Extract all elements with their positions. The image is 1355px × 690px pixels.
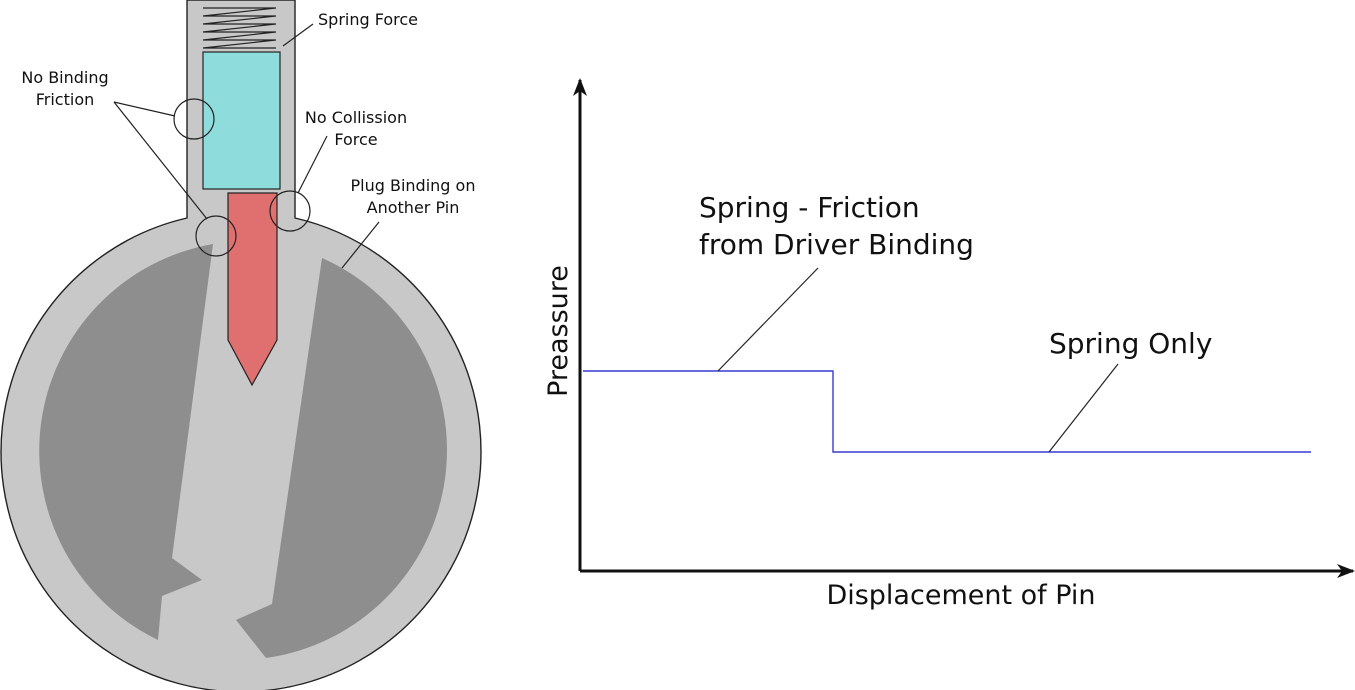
plug-binding-label-line2: Another Pin <box>367 198 460 217</box>
pressure-step-line <box>583 370 1311 453</box>
no-binding-label-line1: No Binding <box>21 68 108 87</box>
annotation-2-label: Spring Only <box>1049 327 1212 360</box>
no-binding-leader-1 <box>113 101 176 117</box>
y-axis-label: Preassure <box>543 265 574 397</box>
x-axis-label: Displacement of Pin <box>826 580 1095 611</box>
no-binding-label-line2: Friction <box>36 90 95 109</box>
annotation-1-line2: from Driver Binding <box>699 228 974 261</box>
lock-cross-section: Spring Force No Binding Friction No Coll… <box>0 0 482 690</box>
annotation-2-leader <box>1048 363 1119 453</box>
no-collision-circle <box>269 190 311 232</box>
no-binding-circle-upper <box>173 98 215 140</box>
key-pin <box>227 192 278 387</box>
no-collision-leader <box>297 135 328 194</box>
pressure-graph: Spring - Friction from Driver Binding Sp… <box>543 78 1355 611</box>
driver-pin <box>202 51 281 190</box>
plug-left-half <box>39 244 213 640</box>
no-binding-circle-lower <box>195 215 237 257</box>
annotation-1-line1: Spring - Friction <box>699 191 920 224</box>
plug-binding-label-line1: Plug Binding on <box>351 176 476 195</box>
plug-right-half <box>236 258 447 658</box>
no-binding-leader-2 <box>113 101 208 220</box>
spring-icon <box>202 7 277 49</box>
no-collision-label-line2: Force <box>334 130 377 149</box>
annotation-1-leader <box>717 267 819 372</box>
plug-binding-leader <box>341 221 380 269</box>
spring-force-leader <box>282 23 314 47</box>
no-collision-label-line1: No Collission <box>305 108 407 127</box>
spring-force-label: Spring Force <box>318 10 418 29</box>
